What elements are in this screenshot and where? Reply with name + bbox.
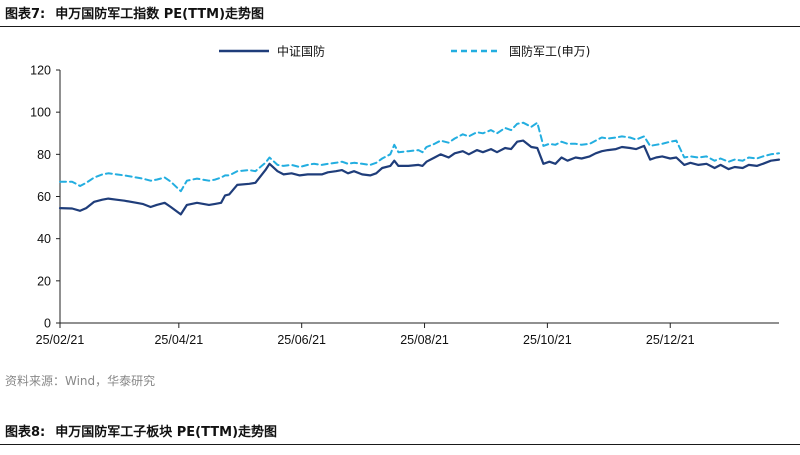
y-tick-label: 60 <box>37 190 51 204</box>
next-figure-label: 图表8: <box>5 425 46 440</box>
y-tick-label: 100 <box>30 106 51 120</box>
y-tick-label: 120 <box>30 64 51 78</box>
x-tick-label: 25/10/21 <box>523 333 572 347</box>
y-tick-label: 80 <box>37 148 51 162</box>
legend-label-0: 中证国防 <box>277 44 325 59</box>
source-note: 资料来源：Wind，华泰研究 <box>5 374 156 388</box>
y-tick-label: 0 <box>44 317 51 331</box>
next-figure-title: 图表8: 申万国防军工子板块 PE(TTM)走势图 <box>5 421 277 440</box>
x-tick-label: 25/12/21 <box>646 333 695 347</box>
next-figure-title-bar: 图表8: 申万国防军工子板块 PE(TTM)走势图 <box>0 418 800 445</box>
x-tick-label: 25/04/21 <box>154 333 203 347</box>
legend-label-1: 国防军工(申万) <box>509 44 590 59</box>
figure-title-bar: 图表7: 申万国防军工指数 PE(TTM)走势图 <box>0 0 800 27</box>
y-tick-label: 40 <box>37 232 51 246</box>
figure-label: 图表7: <box>5 7 46 22</box>
figure-title: 图表7: 申万国防军工指数 PE(TTM)走势图 <box>5 3 264 22</box>
x-tick-label: 25/02/21 <box>36 333 85 347</box>
next-figure-title-text: 申万国防军工子板块 PE(TTM)走势图 <box>55 425 278 440</box>
x-tick-label: 25/08/21 <box>400 333 449 347</box>
x-tick-label: 25/06/21 <box>277 333 326 347</box>
y-tick-label: 20 <box>37 274 51 288</box>
series-line-0 <box>58 139 781 216</box>
figure-title-text: 申万国防军工指数 PE(TTM)走势图 <box>55 7 265 22</box>
series-line-1 <box>59 121 780 193</box>
